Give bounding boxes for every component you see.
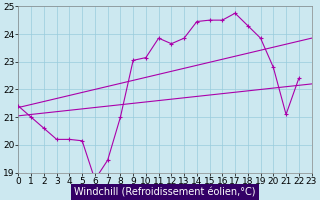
X-axis label: Windchill (Refroidissement éolien,°C): Windchill (Refroidissement éolien,°C) [74,187,256,197]
